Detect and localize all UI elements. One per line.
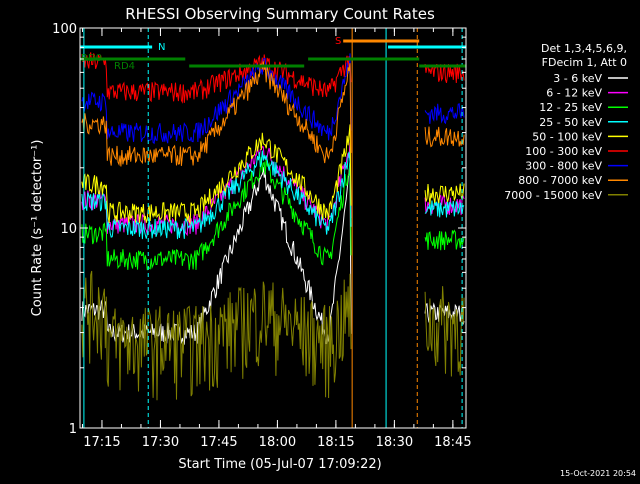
x-tick-label: 18:45 bbox=[434, 435, 471, 450]
flag-label-rd0: RD0 bbox=[81, 53, 102, 64]
x-tick-label: 17:45 bbox=[200, 435, 237, 450]
series-line-3 bbox=[81, 150, 465, 240]
footer-timestamp: 15-Oct-2021 20:54 bbox=[560, 469, 636, 478]
y-tick-label: 100 bbox=[52, 22, 77, 37]
series-line-8 bbox=[81, 270, 465, 401]
series-line-7 bbox=[81, 61, 465, 167]
flag-label-s: S bbox=[335, 36, 341, 47]
legend-label: 50 - 100 keV bbox=[532, 130, 602, 143]
legend-header: FDecim 1, Att 0 bbox=[542, 56, 627, 69]
y-axis-label: Count Rate (s⁻¹ detector⁻¹) bbox=[30, 140, 45, 317]
legend-label: 800 - 7000 keV bbox=[518, 174, 602, 187]
series-line-4 bbox=[81, 124, 465, 225]
series-line-5 bbox=[81, 52, 465, 104]
flag-label-rd4: RD4 bbox=[114, 61, 135, 72]
legend-label: 6 - 12 keV bbox=[546, 87, 602, 100]
x-tick-label: 17:15 bbox=[83, 435, 120, 450]
x-axis-label: Start Time (05-Jul-07 17:09:22) bbox=[178, 457, 381, 472]
x-tick-label: 18:15 bbox=[317, 435, 354, 450]
legend-label: 100 - 300 keV bbox=[525, 145, 602, 158]
x-tick-label: 18:00 bbox=[259, 435, 296, 450]
chart-title: RHESSI Observing Summary Count Rates bbox=[125, 5, 435, 23]
legend-label: 12 - 25 keV bbox=[539, 101, 602, 114]
legend-label: 7000 - 15000 keV bbox=[504, 189, 602, 202]
series-line-2 bbox=[81, 157, 465, 271]
y-tick-label: 10 bbox=[60, 222, 77, 237]
flag-label-n: N bbox=[158, 42, 165, 53]
legend-label: 3 - 6 keV bbox=[553, 72, 602, 85]
y-tick-label: 1 bbox=[69, 422, 77, 437]
legend-label: 300 - 800 keV bbox=[525, 160, 602, 173]
legend-label: 25 - 50 keV bbox=[539, 116, 602, 129]
x-tick-label: 17:30 bbox=[142, 435, 179, 450]
legend-header: Det 1,3,4,5,6,9, bbox=[541, 42, 627, 55]
x-tick-label: 18:30 bbox=[376, 435, 413, 450]
